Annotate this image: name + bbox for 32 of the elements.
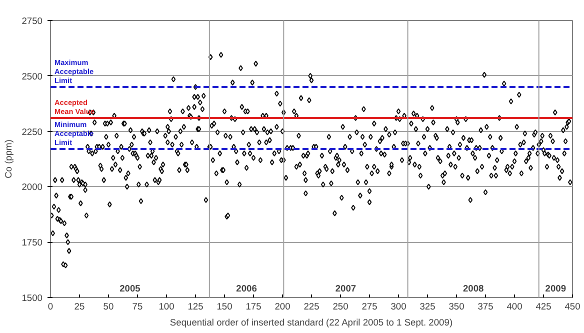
- y-tick-label: 2000: [22, 182, 43, 192]
- x-tick-label: 125: [188, 302, 204, 312]
- x-tick-label: 25: [74, 302, 85, 312]
- annotation: 2009: [545, 284, 566, 294]
- annotation: 2006: [236, 284, 257, 294]
- x-tick-label: 225: [304, 302, 320, 312]
- y-tick-label: 2250: [22, 126, 43, 137]
- x-tick-label: 75: [132, 302, 143, 312]
- x-tick-label: 450: [564, 302, 580, 312]
- x-tick-label: 375: [478, 302, 494, 312]
- annotation: 2005: [120, 284, 140, 294]
- annotation: 2008: [462, 284, 484, 294]
- x-tick-label: 175: [246, 302, 262, 312]
- x-tick-label: 200: [274, 302, 290, 312]
- y-tick-label: 2500: [22, 71, 43, 82]
- x-axis-title: Sequential order of inserted standard (22 April 2005 to 1 Sept. 2009): [170, 318, 453, 328]
- x-tick-label: 425: [536, 302, 552, 312]
- x-tick-label: 100: [158, 302, 174, 312]
- x-tick-label: 350: [448, 302, 464, 312]
- x-tick-label: 50: [103, 302, 114, 312]
- y-tick-label: 1750: [22, 238, 43, 248]
- x-tick-label: 0: [48, 302, 54, 312]
- y-tick-label: 1500: [22, 293, 43, 303]
- annotation: 2007: [335, 284, 356, 294]
- x-tick-label: 400: [506, 302, 522, 312]
- x-tick-label: 250: [332, 302, 348, 312]
- x-tick-label: 275: [362, 302, 378, 312]
- x-tick-label: 150: [216, 302, 232, 312]
- y-tick-label: 2750: [22, 16, 43, 26]
- x-tick-label: 300: [390, 302, 406, 312]
- x-tick-label: 325: [420, 302, 436, 312]
- y-axis-title: Co (ppm): [4, 140, 14, 178]
